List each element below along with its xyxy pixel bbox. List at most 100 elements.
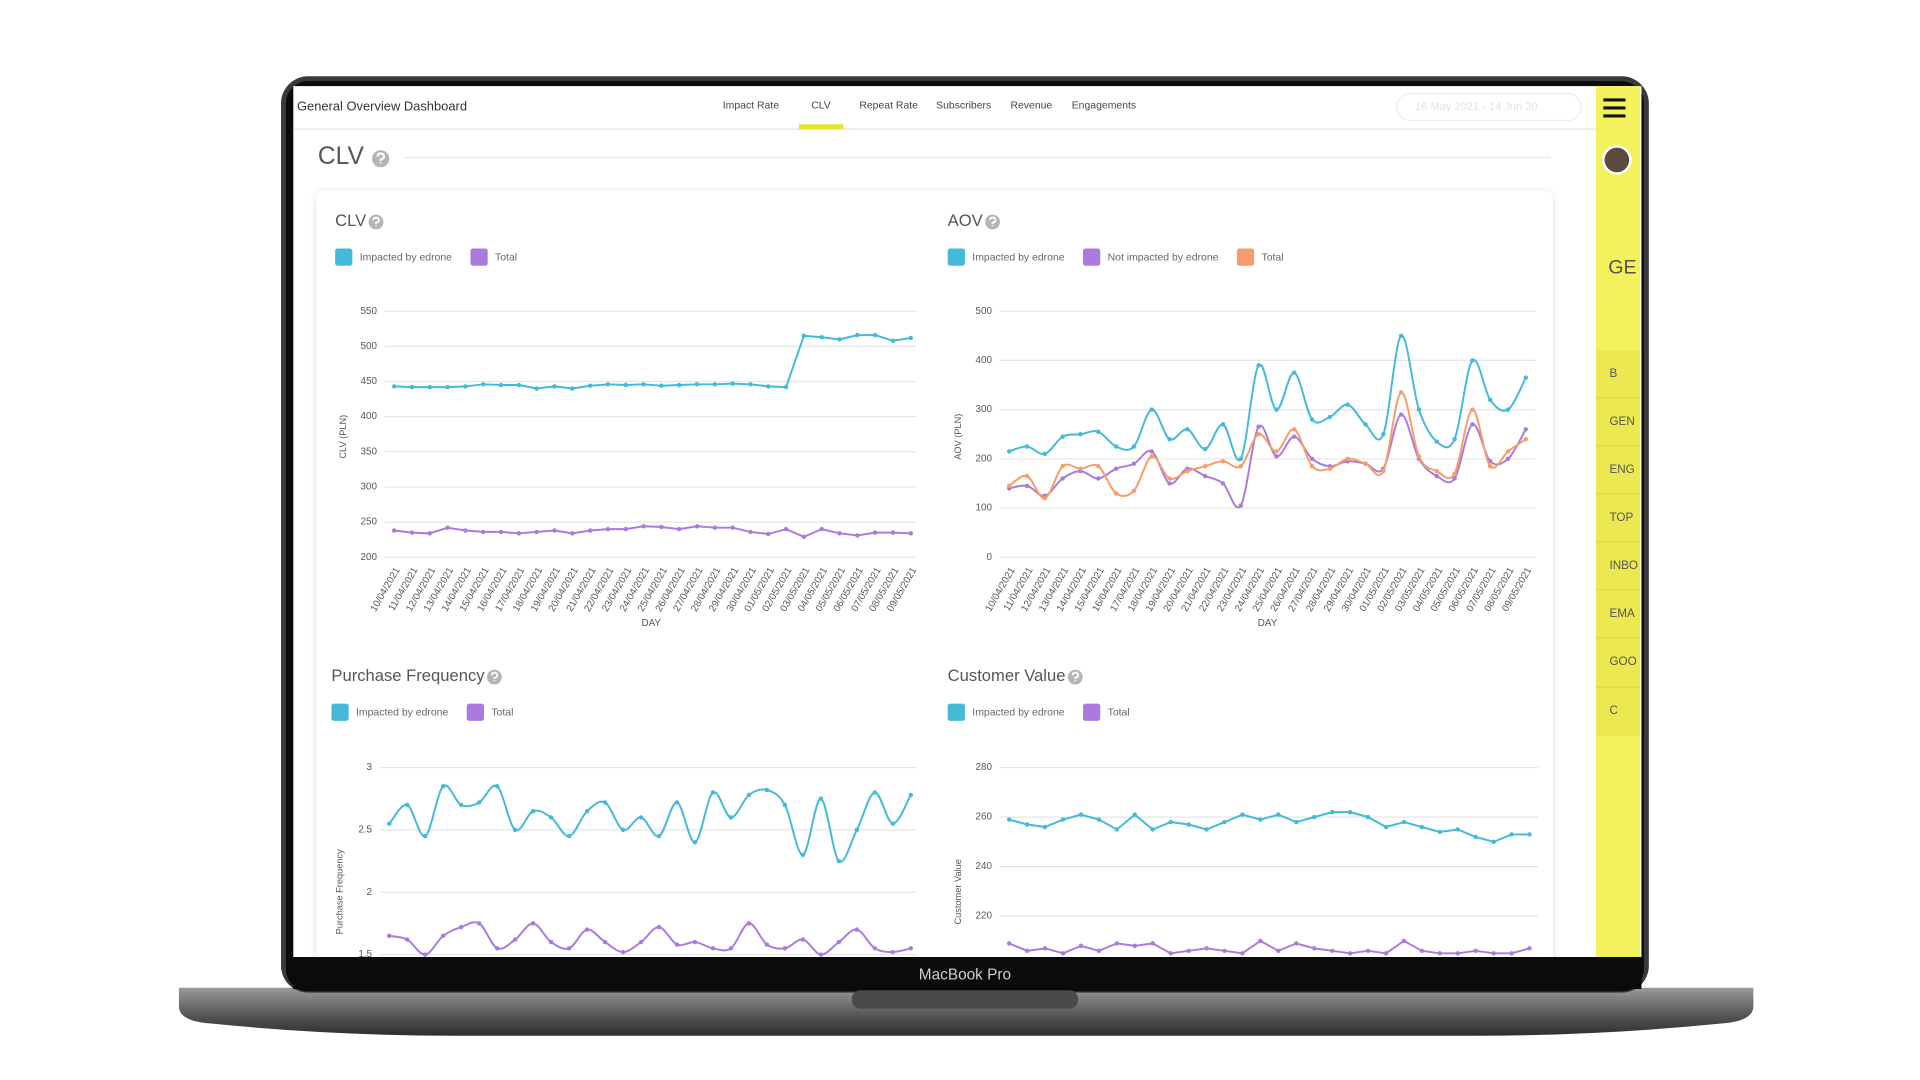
legend-label[interactable]: Impacted by edrone bbox=[356, 708, 448, 719]
data-point bbox=[1114, 827, 1120, 832]
legend-swatch[interactable] bbox=[947, 703, 965, 721]
date-range[interactable]: 16 May 2021 - 14 Jun 20 bbox=[1415, 101, 1537, 113]
legend-label[interactable]: Total bbox=[495, 252, 517, 263]
data-point bbox=[1202, 473, 1208, 479]
sidebar-item[interactable]: B bbox=[1609, 367, 1617, 380]
help-icon[interactable] bbox=[487, 669, 502, 685]
nav-item[interactable]: Revenue bbox=[1010, 101, 1052, 112]
data-point bbox=[1487, 463, 1493, 469]
data-point bbox=[641, 382, 646, 387]
sidebar-item[interactable]: C bbox=[1609, 704, 1617, 717]
data-point bbox=[782, 946, 788, 951]
legend-swatch[interactable] bbox=[1083, 703, 1101, 721]
data-point bbox=[534, 386, 539, 391]
y-tick-label: 200 bbox=[361, 552, 378, 563]
legend-label[interactable]: Not impacted by edrone bbox=[1108, 252, 1219, 263]
legend-swatch[interactable] bbox=[331, 703, 349, 721]
data-point bbox=[387, 821, 392, 826]
data-point bbox=[623, 526, 628, 532]
data-point bbox=[494, 784, 500, 789]
data-point bbox=[1220, 481, 1226, 486]
data-point bbox=[1419, 824, 1425, 830]
legend-label[interactable]: Total bbox=[491, 708, 513, 719]
data-point bbox=[1274, 454, 1279, 459]
data-point bbox=[463, 384, 468, 389]
data-point bbox=[476, 800, 482, 805]
legend-label[interactable]: Impacted by edrone bbox=[972, 252, 1064, 263]
data-point bbox=[1398, 412, 1404, 417]
data-point bbox=[481, 529, 486, 535]
data-point bbox=[766, 384, 771, 389]
data-point bbox=[1312, 814, 1317, 820]
data-point bbox=[1434, 473, 1439, 479]
data-point bbox=[818, 796, 824, 801]
hamburger[interactable] bbox=[1603, 98, 1626, 118]
data-point bbox=[1149, 407, 1154, 412]
data-point bbox=[1473, 948, 1478, 954]
data-point bbox=[552, 528, 557, 533]
data-point bbox=[1276, 812, 1281, 817]
data-point bbox=[570, 386, 575, 391]
data-point bbox=[872, 530, 878, 535]
series-line bbox=[1008, 939, 1530, 955]
legend-swatch[interactable] bbox=[947, 248, 965, 266]
data-point bbox=[584, 808, 590, 814]
legend-swatch[interactable] bbox=[466, 703, 484, 721]
legend-label[interactable]: Impacted by edrone bbox=[360, 252, 452, 263]
nav-item[interactable]: Impact Rate bbox=[723, 101, 779, 112]
y-tick-label: 220 bbox=[976, 911, 993, 922]
sidebar-item[interactable]: GOO bbox=[1609, 655, 1636, 668]
date-picker[interactable] bbox=[1396, 92, 1582, 122]
x-axis-label: DAY bbox=[1258, 618, 1278, 629]
data-point bbox=[1114, 941, 1120, 946]
data-point bbox=[748, 529, 753, 535]
data-point bbox=[641, 524, 646, 529]
sidebar-item[interactable]: TOP bbox=[1609, 511, 1633, 524]
legend-label[interactable]: Impacted by edrone bbox=[972, 708, 1064, 719]
data-point bbox=[1220, 422, 1226, 427]
data-point bbox=[890, 949, 896, 955]
data-point bbox=[1416, 454, 1422, 459]
data-point bbox=[1096, 476, 1101, 481]
data-point bbox=[1452, 471, 1457, 476]
data-point bbox=[1381, 432, 1386, 437]
data-point bbox=[712, 525, 718, 530]
legend-swatch[interactable] bbox=[1236, 248, 1255, 266]
data-point bbox=[800, 852, 806, 858]
nav-item[interactable]: CLV bbox=[811, 101, 831, 112]
data-point bbox=[445, 525, 450, 530]
page-title: CLV bbox=[318, 143, 365, 170]
nav-item[interactable]: Repeat Rate bbox=[859, 101, 918, 112]
y-axis-label: CLV (PLN) bbox=[338, 415, 348, 459]
sidebar-item[interactable]: ENG bbox=[1609, 463, 1634, 476]
legend-label[interactable]: Total bbox=[1261, 252, 1283, 263]
y-axis-label: Purchase Frequency bbox=[334, 849, 344, 934]
sidebar-item[interactable]: INBO bbox=[1609, 559, 1638, 572]
help-icon[interactable] bbox=[368, 214, 384, 230]
data-point bbox=[1060, 463, 1065, 469]
help-icon[interactable] bbox=[1067, 669, 1083, 685]
sidebar-item[interactable]: EMA bbox=[1609, 607, 1635, 620]
nav-item[interactable]: Subscribers bbox=[936, 101, 991, 112]
data-point bbox=[1509, 832, 1514, 837]
y-axis-label: AOV (PLN) bbox=[953, 414, 963, 460]
help-icon[interactable] bbox=[985, 214, 1000, 230]
y-tick-label: 450 bbox=[361, 376, 378, 387]
help-icon[interactable] bbox=[372, 150, 390, 168]
data-point bbox=[1309, 417, 1315, 422]
data-point bbox=[1487, 397, 1493, 402]
data-point bbox=[476, 921, 482, 926]
legend-swatch[interactable] bbox=[335, 248, 353, 266]
data-point bbox=[1167, 476, 1172, 481]
y-tick-label: 200 bbox=[976, 453, 993, 464]
data-point bbox=[1132, 943, 1138, 949]
legend-swatch[interactable] bbox=[1083, 248, 1101, 266]
legend-swatch[interactable] bbox=[470, 248, 488, 266]
avatar[interactable] bbox=[1602, 145, 1632, 175]
legend-label[interactable]: Total bbox=[1108, 708, 1130, 719]
sidebar-item[interactable]: GEN bbox=[1609, 415, 1634, 428]
data-point bbox=[391, 528, 397, 533]
chart-title: Customer Value bbox=[948, 666, 1066, 685]
nav-item[interactable]: Engagements bbox=[1072, 101, 1136, 112]
data-point bbox=[1437, 951, 1443, 956]
